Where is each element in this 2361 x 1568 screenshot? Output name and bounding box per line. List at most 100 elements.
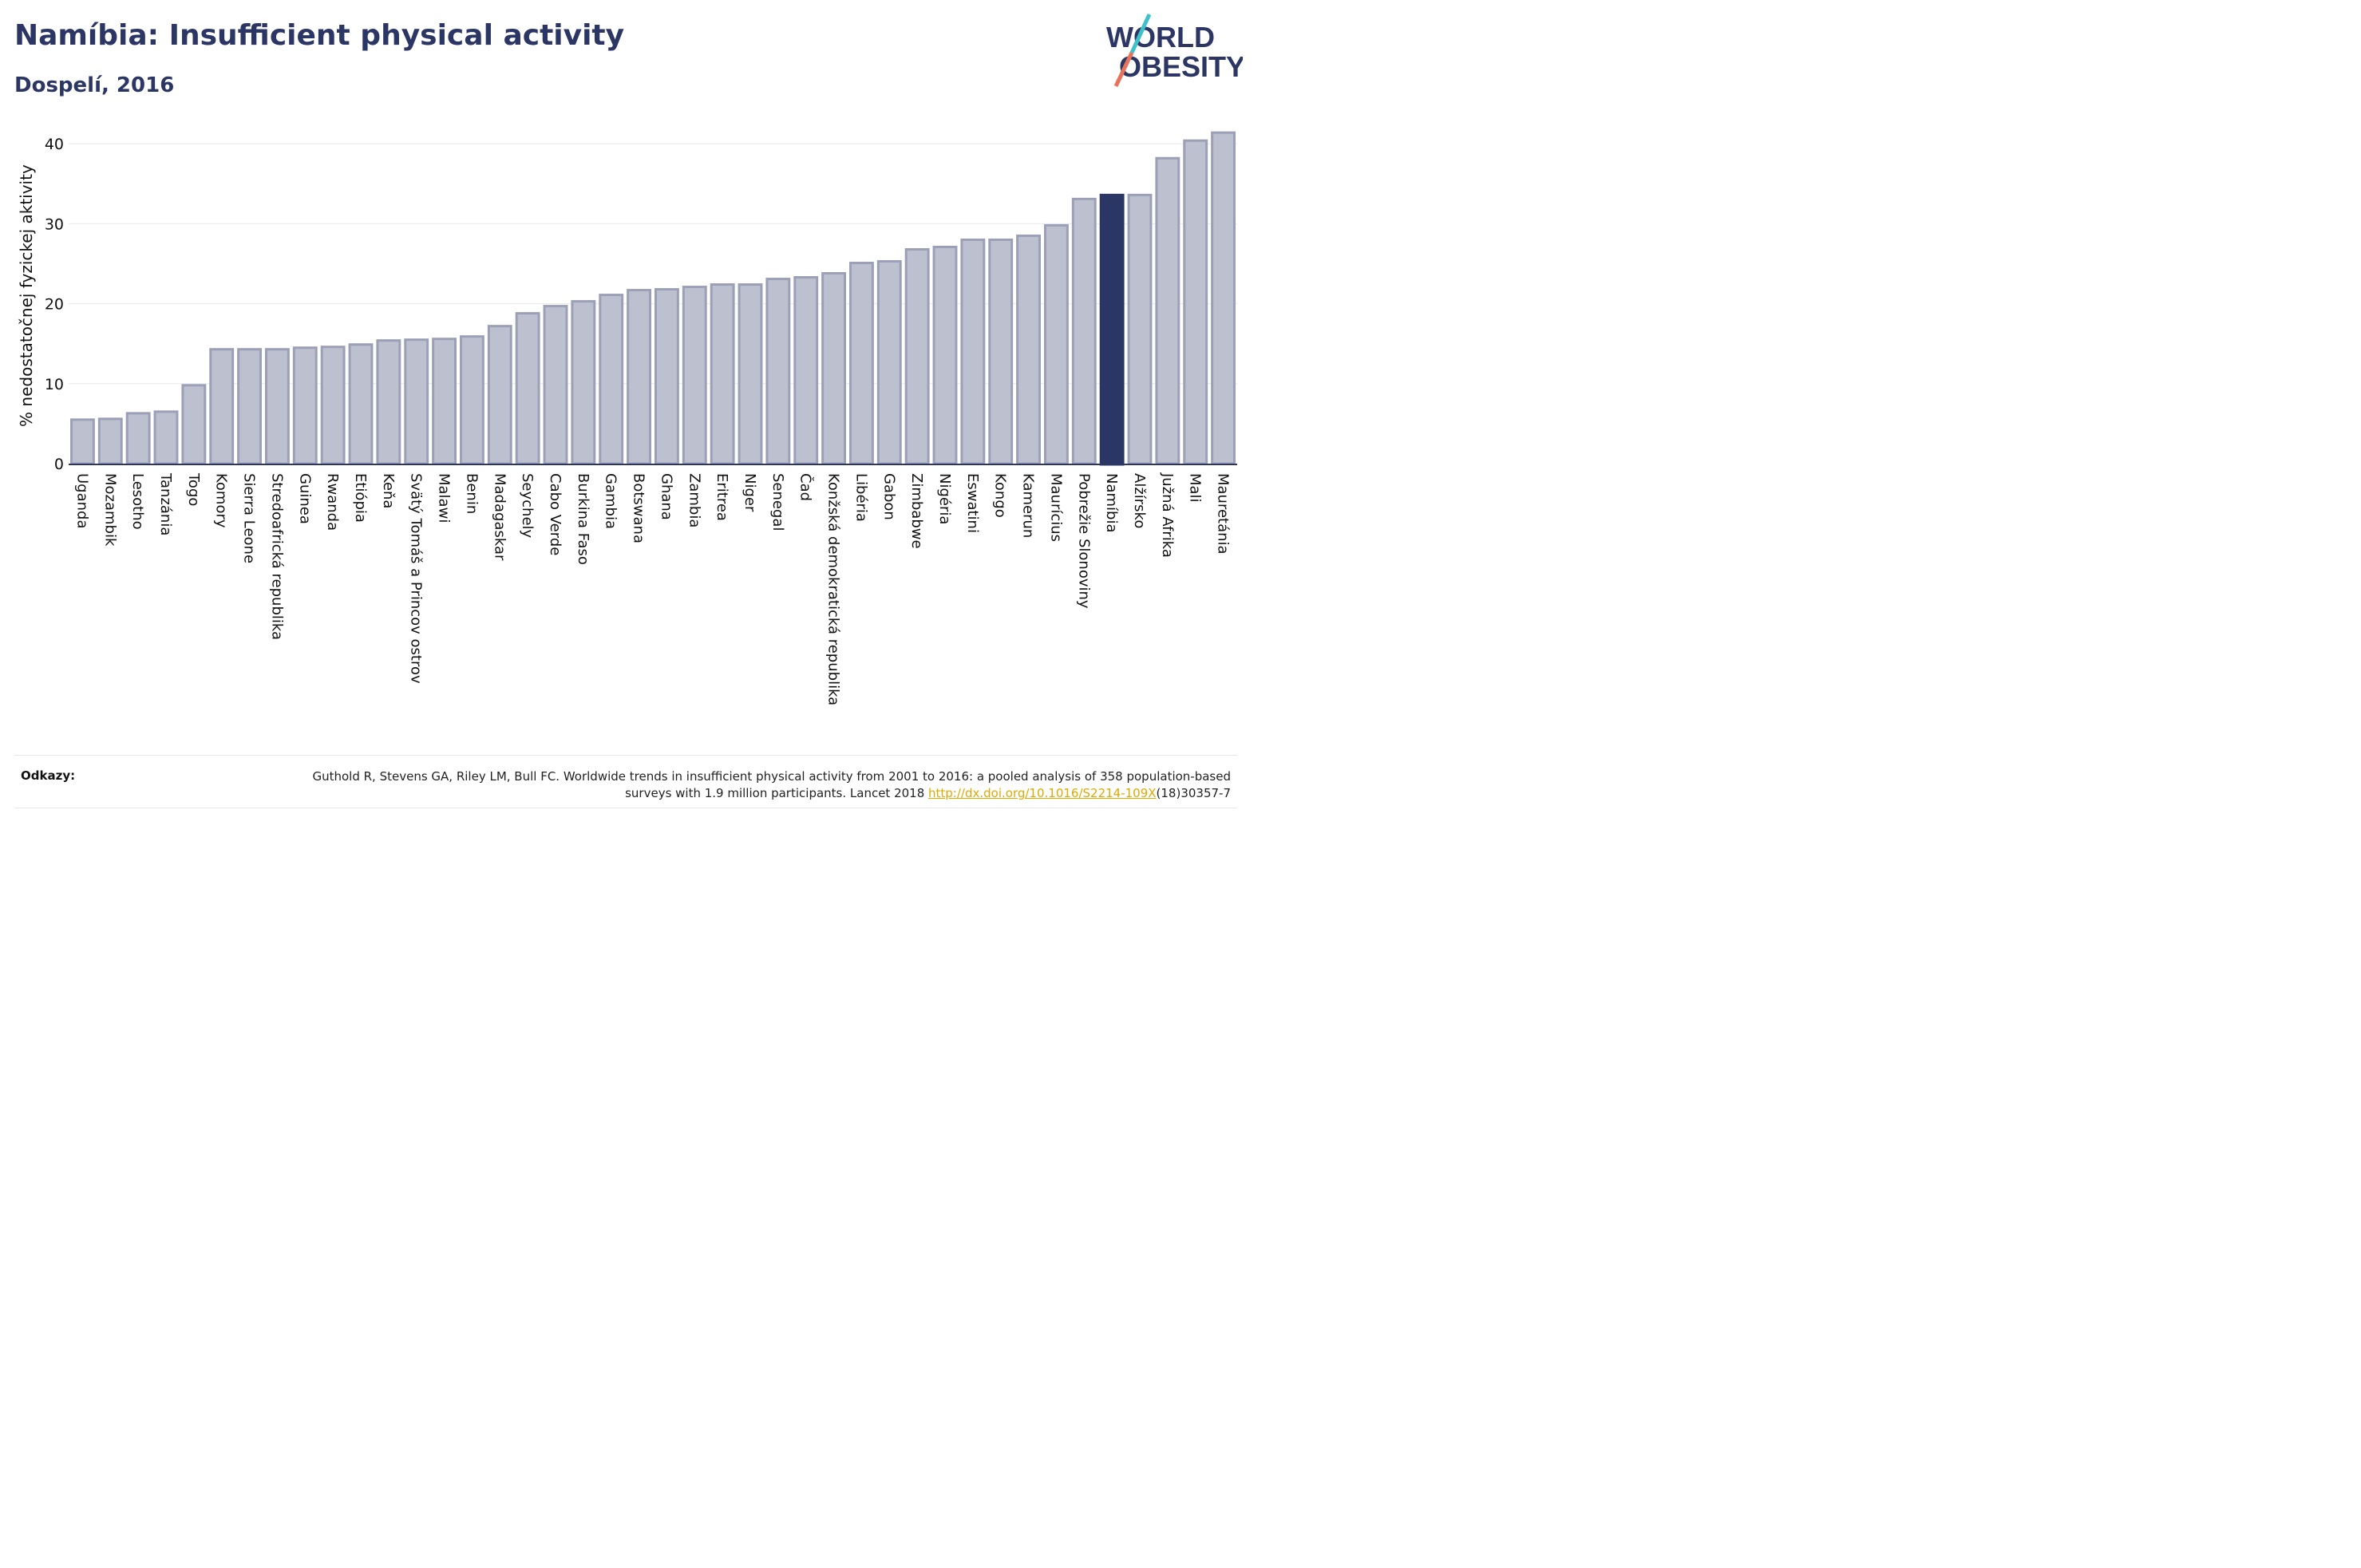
bar-24[interactable] xyxy=(710,283,735,465)
x-tick-label: Madagaskar xyxy=(491,473,508,561)
x-tick-label: Seychely xyxy=(519,473,536,539)
x-tick-label: Zambia xyxy=(686,473,702,527)
logo-slash-teal xyxy=(1129,13,1152,54)
bar-26[interactable] xyxy=(765,278,791,465)
x-tick-label: Maurícius xyxy=(1047,473,1064,542)
bar-18[interactable] xyxy=(543,305,568,465)
footer-divider xyxy=(14,755,1237,756)
bar-3[interactable] xyxy=(125,412,151,465)
logo-line2: OBESITY xyxy=(1119,50,1243,83)
bar-12[interactable] xyxy=(376,339,401,465)
chart-title: Namíbia: Insufficient physical activity xyxy=(14,19,625,52)
x-tick-label: Keňa xyxy=(380,473,397,508)
x-tick-label: Cabo Verde xyxy=(547,473,564,555)
gridlines xyxy=(69,143,1237,385)
chart-subtitle: Dospelí, 2016 xyxy=(14,73,175,97)
bar-42[interactable] xyxy=(1211,131,1236,465)
bar-19[interactable] xyxy=(571,300,596,465)
x-tick-label: Uganda xyxy=(73,473,90,529)
x-tick-label: Senegal xyxy=(769,473,786,531)
x-tick-label: Južná Afrika xyxy=(1159,472,1176,558)
bar-25[interactable] xyxy=(738,283,763,465)
x-tick-label: Eswatini xyxy=(964,473,981,533)
references-label: Odkazy: xyxy=(21,768,76,783)
bar-35[interactable] xyxy=(1016,234,1042,465)
world-obesity-logo: WORLD OBESITY xyxy=(1106,13,1243,88)
x-tick-label: Gabon xyxy=(880,473,897,520)
y-tick-labels: 0 10 20 30 40 xyxy=(45,136,64,473)
x-tick-label: Nigéria xyxy=(936,473,953,524)
x-tick-label: Mali xyxy=(1187,473,1204,503)
y-tick-label: 30 xyxy=(45,215,64,233)
bar-31[interactable] xyxy=(904,247,930,465)
x-tick-label: Guinea xyxy=(296,473,313,524)
x-tick-label: Kamerun xyxy=(1020,473,1037,538)
bar-16[interactable] xyxy=(487,325,512,465)
x-tick-label: Konžská demokratická republika xyxy=(825,473,842,705)
bar-20[interactable] xyxy=(599,294,624,465)
x-tick-label: Pobrežie Slonoviny xyxy=(1075,473,1092,609)
bar-41[interactable] xyxy=(1183,139,1208,465)
bar-36[interactable] xyxy=(1043,223,1069,465)
x-tick-label: Eritrea xyxy=(714,473,730,521)
logo-line1: WORLD xyxy=(1106,21,1215,53)
bar-32[interactable] xyxy=(932,245,958,465)
bar-4[interactable] xyxy=(153,410,179,465)
x-tick-label: Svätý Tomáš a Princov ostrov xyxy=(408,473,425,684)
bar-39[interactable] xyxy=(1127,193,1153,465)
x-tick-labels: Uganda Mozambik Lesotho Tanzánia Togo Komory S… xyxy=(73,472,1231,705)
x-tick-label: Burkina Faso xyxy=(575,473,591,565)
x-tick-label: Sierra Leone xyxy=(241,473,258,563)
x-tick-label: Komory xyxy=(213,473,230,528)
references-doi-link[interactable]: http://dx.doi.org/10.1016/S2214-109X xyxy=(928,786,1157,800)
bar-34[interactable] xyxy=(988,238,1014,465)
y-tick-label: 20 xyxy=(45,296,64,314)
bar-9[interactable] xyxy=(292,346,318,465)
y-axis-label: % nedostatočnej fyzickej aktivity xyxy=(17,164,36,427)
references-text: Guthold R, Stevens GA, Riley LM, Bull FC… xyxy=(289,768,1231,802)
bar-14[interactable] xyxy=(432,338,457,465)
x-tick-label: Mozambik xyxy=(101,473,118,547)
x-tick-label: Ghana xyxy=(658,473,674,520)
bar-38[interactable] xyxy=(1099,193,1125,466)
bar-22[interactable] xyxy=(654,288,679,465)
x-tick-label: Togo xyxy=(185,472,202,506)
x-tick-label: Kongo xyxy=(992,473,1009,518)
bar-23[interactable] xyxy=(682,286,707,465)
bar-15[interactable] xyxy=(459,335,484,465)
bar-30[interactable] xyxy=(876,259,902,465)
bar-2[interactable] xyxy=(97,417,123,465)
bar-8[interactable] xyxy=(264,348,290,465)
x-tick-label: Stredoafrická republika xyxy=(268,473,285,640)
bar-1[interactable] xyxy=(69,418,95,465)
x-tick-label: Rwanda xyxy=(324,473,341,531)
bar-37[interactable] xyxy=(1071,197,1097,465)
references-citation-suffix: (18)30357-7 xyxy=(1156,786,1231,800)
x-tick-label: Alžírsko xyxy=(1131,473,1148,528)
x-tick-label: Benin xyxy=(463,473,480,514)
x-tick-label: Mauretánia xyxy=(1215,473,1232,555)
bar-10[interactable] xyxy=(320,346,346,465)
bar-6[interactable] xyxy=(209,348,235,465)
bar-13[interactable] xyxy=(404,338,429,465)
y-tick-label: 0 xyxy=(54,456,64,473)
bar-7[interactable] xyxy=(237,348,263,465)
logo-slash-coral xyxy=(1113,51,1134,88)
x-tick-label: Niger xyxy=(742,473,758,512)
bar-11[interactable] xyxy=(348,343,374,465)
x-tick-label: Malawi xyxy=(436,473,453,523)
bar-27[interactable] xyxy=(793,276,819,465)
y-tick-label: 10 xyxy=(45,376,64,393)
bar-5[interactable] xyxy=(181,384,207,465)
bar-21[interactable] xyxy=(627,289,652,465)
bar-40[interactable] xyxy=(1155,156,1180,465)
x-tick-label: Libéria xyxy=(852,473,869,522)
bar-28[interactable] xyxy=(821,272,847,465)
y-tick-label: 40 xyxy=(45,136,64,153)
bar-29[interactable] xyxy=(848,261,874,465)
x-tick-label: Zimbabwe xyxy=(908,473,925,549)
bar-33[interactable] xyxy=(960,238,986,465)
bar-chart: 0 10 20 30 40 Uganda Mozambik Lesotho Tanzánia T… xyxy=(17,131,1237,705)
bar-17[interactable] xyxy=(515,312,540,465)
x-tick-label: Gambia xyxy=(603,473,619,529)
